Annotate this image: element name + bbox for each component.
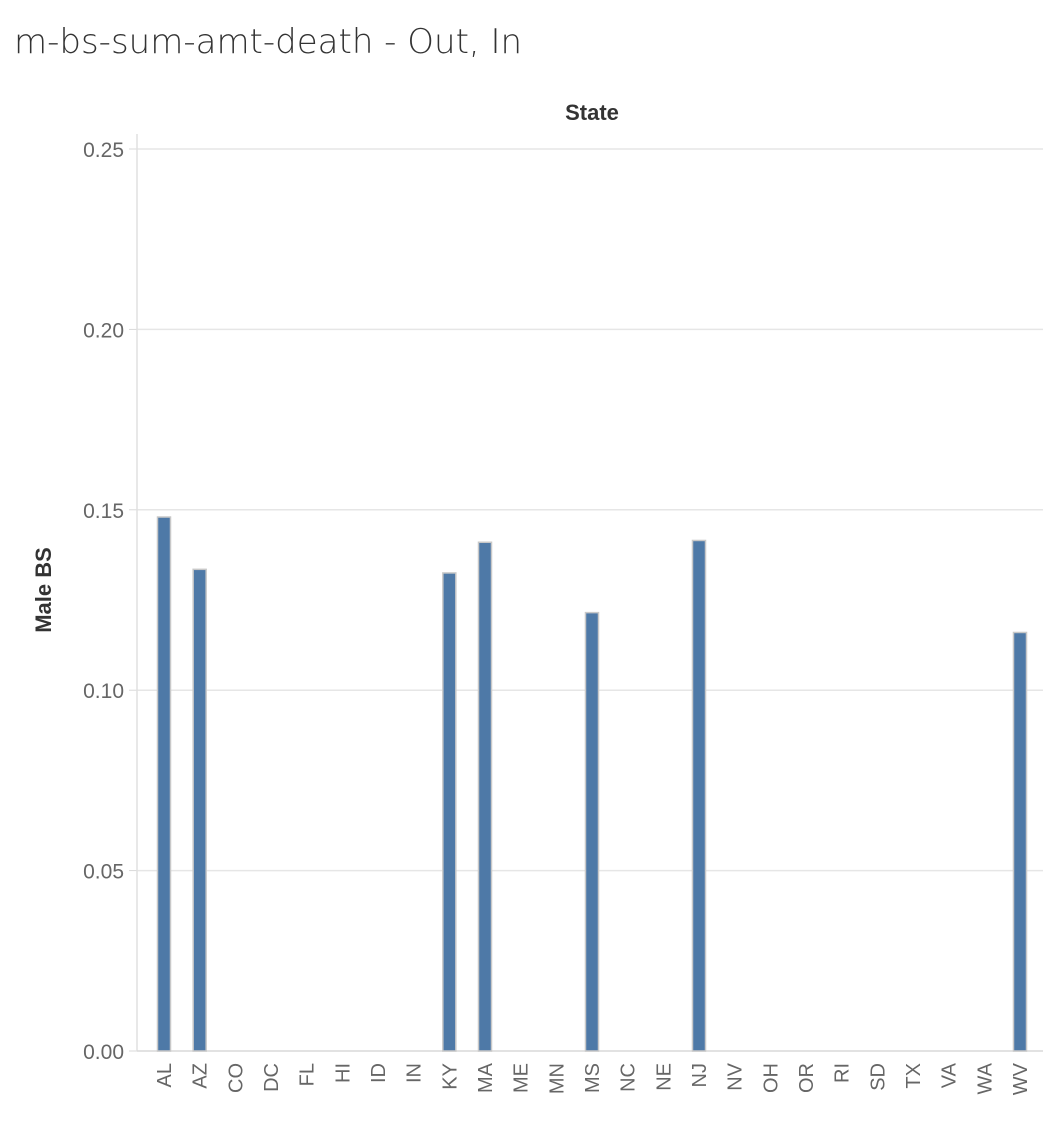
bar-ky [442,572,457,1052]
y-tick-label: 0.20 [83,319,124,342]
x-tick-label: OH [760,1063,782,1093]
bar-ms [584,611,600,1052]
x-tick-label: FL [297,1063,319,1086]
bar-nj [691,539,707,1052]
y-axis-title: Male BS [31,547,56,633]
bars [156,516,1028,1052]
x-tick-label: TX [903,1063,925,1089]
x-tick-label: CO [225,1063,247,1093]
y-tick-label: 0.05 [83,861,124,884]
x-tick-labels: AL AZ CO DC FL HI ID IN KY MA ME MN MS NC NE NJ NV OH OR RI… [154,1062,1032,1095]
x-tick-label: IN [404,1063,426,1083]
x-tick-label: NJ [689,1063,711,1087]
chart-title: m-bs-sum-amt-death - Out, In [14,22,523,62]
x-tick-label: DC [261,1063,283,1092]
bar-az [192,568,207,1052]
x-tick-label: OR [796,1063,818,1093]
y-tick-label: 0.00 [83,1041,124,1064]
x-tick-label: WA [974,1062,996,1094]
x-tick-label: NC [618,1063,640,1092]
x-tick-label: AZ [190,1063,212,1089]
x-tick-label: MN [546,1063,568,1094]
x-tick-label: SD [867,1063,889,1091]
x-tick-label: ID [368,1063,390,1083]
x-tick-label: NE [653,1063,675,1091]
x-tick-label: VA [939,1062,961,1088]
x-tick-label: WV [1010,1062,1032,1095]
y-tick-label: 0.10 [83,680,124,703]
y-tick-label: 0.15 [83,500,124,523]
x-axis-title: State [565,100,619,125]
bar-ma [477,541,493,1052]
x-tick-label: MA [475,1062,497,1093]
y-tick-label: 0.25 [83,139,124,162]
bar-al [156,516,172,1052]
x-tick-label: KY [439,1063,461,1090]
x-tick-label: MS [582,1063,604,1093]
x-tick-label: AL [154,1063,176,1087]
y-tick-labels: 0.00 0.05 0.10 0.15 0.20 0.25 [83,139,124,1064]
x-tick-label: ME [511,1063,533,1093]
x-tick-label: RI [832,1063,854,1083]
bar-wv [1012,631,1028,1052]
x-tick-label: HI [332,1063,354,1083]
x-tick-label: NV [725,1062,747,1090]
